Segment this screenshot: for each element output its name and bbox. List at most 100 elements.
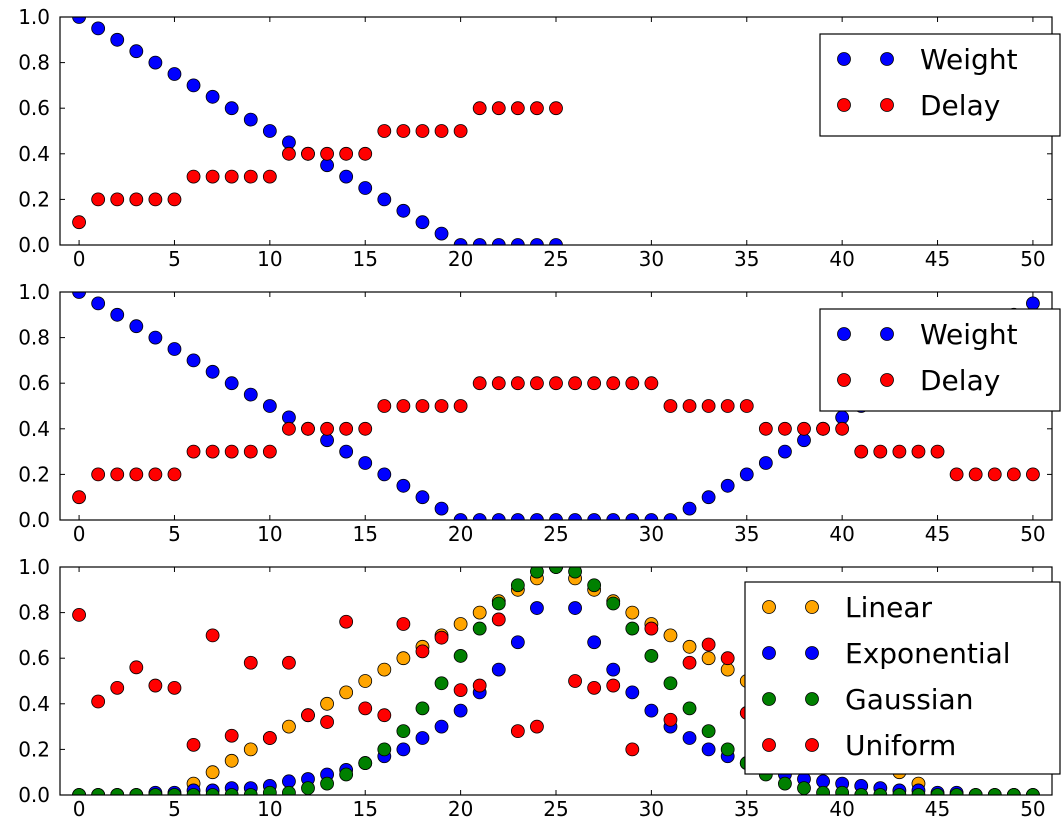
y-tick-label: 1.0 (18, 5, 50, 29)
x-tick-label: 30 (639, 522, 664, 546)
legend-label-exponential: Exponential (845, 637, 1011, 670)
point-delay (949, 467, 964, 482)
point-weight (262, 399, 277, 413)
x-tick-label: 45 (925, 522, 950, 546)
point-uniform (186, 737, 201, 752)
point-weight (186, 353, 201, 368)
x-tick-label: 15 (353, 797, 378, 821)
point-delay (262, 444, 277, 459)
chart-panel-2: 0 5 10 15 20 25 30 35 40 45 50 0.0 0.2 0.4 0.6 0.8 1.0 We… (18, 280, 1061, 546)
point-gaussian (530, 567, 544, 579)
point-delay (339, 146, 354, 161)
y-tick-label: 0.8 (18, 51, 50, 75)
x-tick-label: 50 (1020, 522, 1045, 546)
point-delay (415, 124, 430, 138)
point-delay (625, 376, 640, 391)
data-points (72, 17, 563, 245)
point-exponential (434, 719, 449, 734)
point-delay (110, 467, 125, 482)
x-tick-label: 15 (353, 247, 378, 271)
legend-marker-weight (880, 327, 894, 341)
x-tick-label: 0 (73, 247, 86, 271)
point-uniform (110, 680, 125, 695)
point-gaussian (415, 701, 430, 716)
point-delay (873, 444, 888, 459)
point-delay (453, 124, 468, 138)
y-tick-label: 0.0 (18, 783, 50, 807)
point-weight (549, 513, 563, 520)
point-weight (453, 238, 468, 245)
chart-panel-3: 0 5 10 15 20 25 30 35 40 45 50 0.0 0.2 0.4 0.6 0.8 1.0 Li… (18, 555, 1061, 821)
point-weight (549, 238, 563, 245)
legend-label-weight: Weight (920, 43, 1018, 76)
point-delay (72, 215, 86, 230)
y-tick-label: 0.8 (18, 601, 50, 625)
chart-panel-1: 0 5 10 15 20 25 30 35 40 45 50 0.0 0.2 0.4 0.6 0.8 1.0 We… (18, 5, 1061, 271)
x-tick-label: 20 (448, 797, 473, 821)
legend-label-linear: Linear (845, 591, 933, 624)
point-uniform (167, 680, 182, 695)
point-weight (262, 124, 277, 138)
point-uniform (472, 678, 487, 693)
point-weight (358, 456, 373, 470)
point-gaussian (682, 701, 697, 716)
point-weight (434, 226, 449, 241)
point-uniform (453, 683, 468, 698)
point-gaussian (396, 724, 411, 739)
point-delay (892, 444, 907, 459)
point-delay (205, 444, 220, 459)
point-uniform (644, 621, 659, 636)
x-tick-label: 50 (1020, 247, 1045, 271)
x-tick-label: 5 (168, 797, 181, 821)
point-uniform (320, 715, 334, 729)
point-delay (243, 444, 258, 459)
point-delay (224, 444, 239, 459)
point-delay (415, 399, 430, 413)
point-delay (110, 192, 125, 207)
point-gaussian (224, 788, 239, 795)
point-delay (339, 421, 354, 436)
x-tick-label: 10 (257, 247, 282, 271)
point-linear (243, 742, 258, 757)
point-delay (530, 376, 544, 391)
x-tick-label: 35 (734, 247, 759, 271)
point-linear (205, 765, 220, 780)
y-tick-label: 1.0 (18, 280, 50, 304)
point-delay (472, 101, 487, 116)
point-uniform (396, 617, 411, 631)
point-exponential (568, 601, 582, 615)
point-gaussian (587, 578, 602, 593)
x-tick-label: 10 (257, 797, 282, 821)
point-delay (377, 124, 392, 138)
point-uniform (243, 655, 258, 670)
point-weight (243, 112, 258, 127)
point-gaussian (377, 742, 392, 757)
point-weight (434, 501, 449, 516)
point-weight (1026, 296, 1040, 311)
legend-marker-gaussian (805, 692, 819, 706)
point-weight (587, 513, 602, 520)
point-weight (167, 67, 182, 81)
point-gaussian (987, 788, 1002, 795)
point-exponential (453, 703, 468, 718)
point-weight (167, 342, 182, 356)
point-delay (320, 421, 334, 436)
x-tick-label: 0 (73, 522, 86, 546)
point-delay (968, 467, 983, 482)
point-gaussian (72, 788, 86, 795)
x-tick-label: 20 (448, 522, 473, 546)
point-delay (682, 399, 697, 413)
x-tick-label: 40 (829, 522, 854, 546)
legend-marker-uniform (805, 738, 819, 752)
y-tick-label: 0.2 (18, 737, 50, 761)
point-gaussian (663, 676, 678, 691)
point-delay (758, 421, 773, 436)
point-delay (987, 467, 1002, 482)
point-delay (911, 444, 926, 459)
point-weight (606, 513, 621, 520)
point-gaussian (625, 621, 640, 636)
point-gaussian (873, 788, 888, 795)
point-delay (320, 146, 334, 161)
point-uniform (663, 712, 678, 727)
point-exponential (644, 703, 659, 718)
